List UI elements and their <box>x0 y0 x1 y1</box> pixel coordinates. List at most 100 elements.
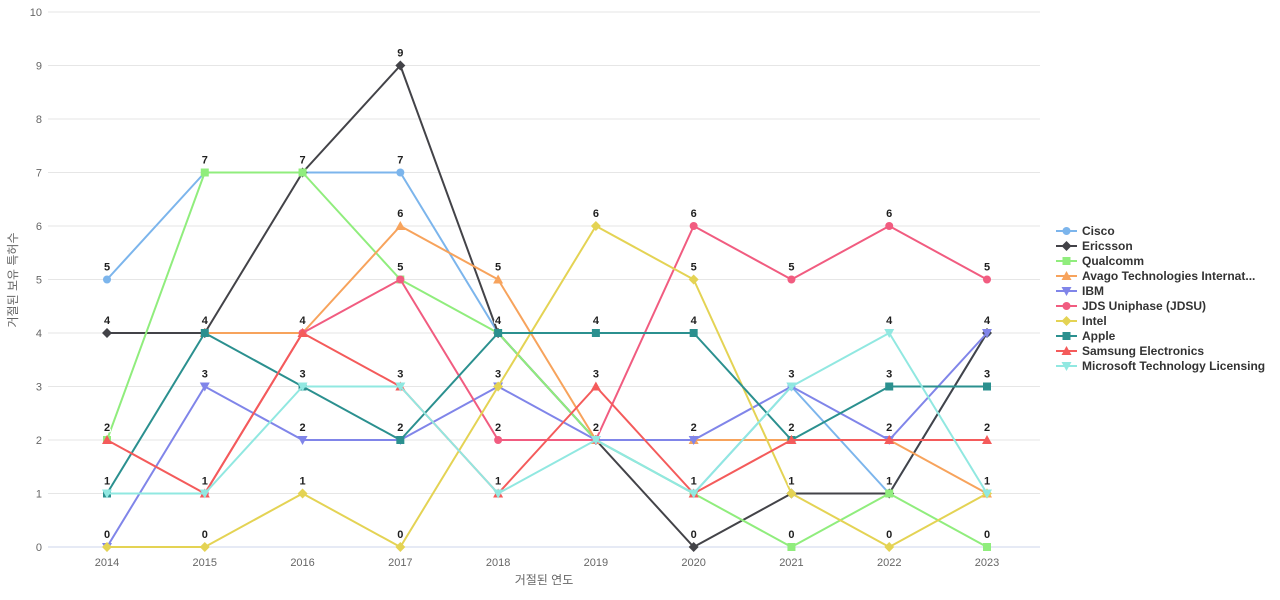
legend-marker-icon <box>1061 362 1072 371</box>
point-marker <box>688 542 699 552</box>
data-label: 1 <box>788 476 794 488</box>
data-label: 2 <box>593 422 599 434</box>
point-marker <box>395 221 406 230</box>
data-label: 0 <box>691 529 697 541</box>
legend-item-cisco[interactable]: Cisco <box>1056 224 1115 238</box>
point-marker <box>688 274 699 285</box>
data-label: 6 <box>691 208 697 220</box>
data-label: 0 <box>788 529 794 541</box>
x-tick-label: 2015 <box>193 557 217 569</box>
data-label: 3 <box>593 369 599 381</box>
legend-item-ibm[interactable]: IBM <box>1056 284 1104 298</box>
point-marker <box>297 382 308 392</box>
data-label: 1 <box>984 476 990 488</box>
point-marker <box>102 435 112 444</box>
point-marker <box>787 543 796 551</box>
legend-marker-icon <box>1062 227 1071 235</box>
x-tick-label: 2016 <box>290 557 314 569</box>
legend-label: Intel <box>1082 314 1107 328</box>
legend-item-jds-uniphase-jdsu[interactable]: JDS Uniphase (JDSU) <box>1056 299 1206 313</box>
point-marker <box>297 488 308 499</box>
point-marker <box>885 222 894 230</box>
series-line <box>106 332 988 495</box>
legend-item-samsung-electronics[interactable]: Samsung Electronics <box>1056 344 1204 358</box>
data-label: 1 <box>202 476 208 488</box>
data-label: 5 <box>984 262 990 274</box>
legend-marker-icon <box>1061 241 1072 251</box>
y-tick-label: 7 <box>36 168 42 180</box>
legend-item-apple[interactable]: Apple <box>1056 329 1116 343</box>
point-marker <box>494 329 503 337</box>
point-marker <box>983 382 991 391</box>
point-marker <box>884 542 895 552</box>
legend-item-qualcomm[interactable]: Qualcomm <box>1056 254 1144 268</box>
data-label: 7 <box>299 155 305 167</box>
data-label: 7 <box>202 155 208 167</box>
data-label: 3 <box>495 369 501 381</box>
data-label: 4 <box>202 315 209 327</box>
data-label: 2 <box>886 422 892 434</box>
legend-item-intel[interactable]: Intel <box>1056 314 1107 328</box>
point-marker <box>786 382 797 392</box>
x-axis-ticks: 2014 2015 2016 2017 2018 2019 2020 2021 2022 2023 <box>95 557 999 569</box>
series-microsoft-technology-licensing <box>102 329 992 499</box>
point-marker <box>102 489 112 499</box>
x-tick-label: 2020 <box>681 557 705 569</box>
point-marker <box>396 168 405 177</box>
point-marker <box>688 436 699 445</box>
x-tick-label: 2014 <box>95 557 119 569</box>
data-label: 5 <box>788 262 794 274</box>
legend-label: JDS Uniphase (JDSU) <box>1082 299 1206 313</box>
legend-item-avago-technologies-internat[interactable]: Avago Technologies Internat... <box>1056 269 1255 283</box>
data-label: 2 <box>495 422 501 434</box>
point-marker <box>885 382 894 391</box>
data-label: 7 <box>397 155 403 167</box>
y-tick-label: 5 <box>36 275 42 287</box>
point-marker <box>982 489 992 499</box>
data-label: 6 <box>886 208 892 220</box>
legend-item-ericsson[interactable]: Ericsson <box>1056 239 1133 253</box>
data-label: 5 <box>397 262 403 274</box>
data-label: 2 <box>299 422 305 434</box>
data-label: 4 <box>104 315 111 327</box>
point-marker <box>884 435 895 444</box>
x-tick-label: 2019 <box>584 557 608 569</box>
point-marker <box>982 435 992 444</box>
point-marker <box>689 329 698 337</box>
legend-marker-icon <box>1062 332 1071 340</box>
series-line <box>106 332 988 495</box>
legend-marker-icon <box>1061 271 1072 280</box>
legend-item-microsoft-technology-licensing[interactable]: Microsoft Technology Licensing <box>1056 359 1265 373</box>
point-marker <box>297 436 308 445</box>
legend-marker-icon <box>1062 257 1071 265</box>
series-line <box>203 225 988 495</box>
data-label: 4 <box>593 315 600 327</box>
data-label: 0 <box>397 529 403 541</box>
legend-label: IBM <box>1082 284 1104 298</box>
point-marker <box>688 489 699 499</box>
data-label: 3 <box>397 369 403 381</box>
point-marker <box>590 221 601 231</box>
point-marker <box>102 328 112 338</box>
data-labels: 5 7 7 7 4 2 1 3 1 4 4 4 9 0 1 2 5 0 0 4 6 5 2 2 2 1 0 3 2 2 3 1 2 6 5 6 5 0 1 0… <box>103 46 993 542</box>
point-marker <box>786 488 797 499</box>
x-tick-label: 2018 <box>486 557 510 569</box>
data-label: 4 <box>886 315 893 327</box>
legend-label: Microsoft Technology Licensing <box>1082 359 1265 373</box>
y-tick-label: 1 <box>36 489 42 501</box>
data-label: 2 <box>788 422 794 434</box>
x-tick-label: 2021 <box>779 557 803 569</box>
point-marker <box>395 542 406 552</box>
data-label: 5 <box>104 262 110 274</box>
point-marker <box>396 436 405 444</box>
point-marker <box>493 381 504 392</box>
point-marker <box>199 489 210 499</box>
data-label: 0 <box>886 529 892 541</box>
data-label: 6 <box>397 208 403 220</box>
y-axis-ticks: 0 1 2 3 4 5 6 7 8 9 10 <box>30 7 42 554</box>
point-marker <box>689 222 698 230</box>
y-tick-label: 10 <box>30 7 42 19</box>
point-marker <box>885 489 894 498</box>
